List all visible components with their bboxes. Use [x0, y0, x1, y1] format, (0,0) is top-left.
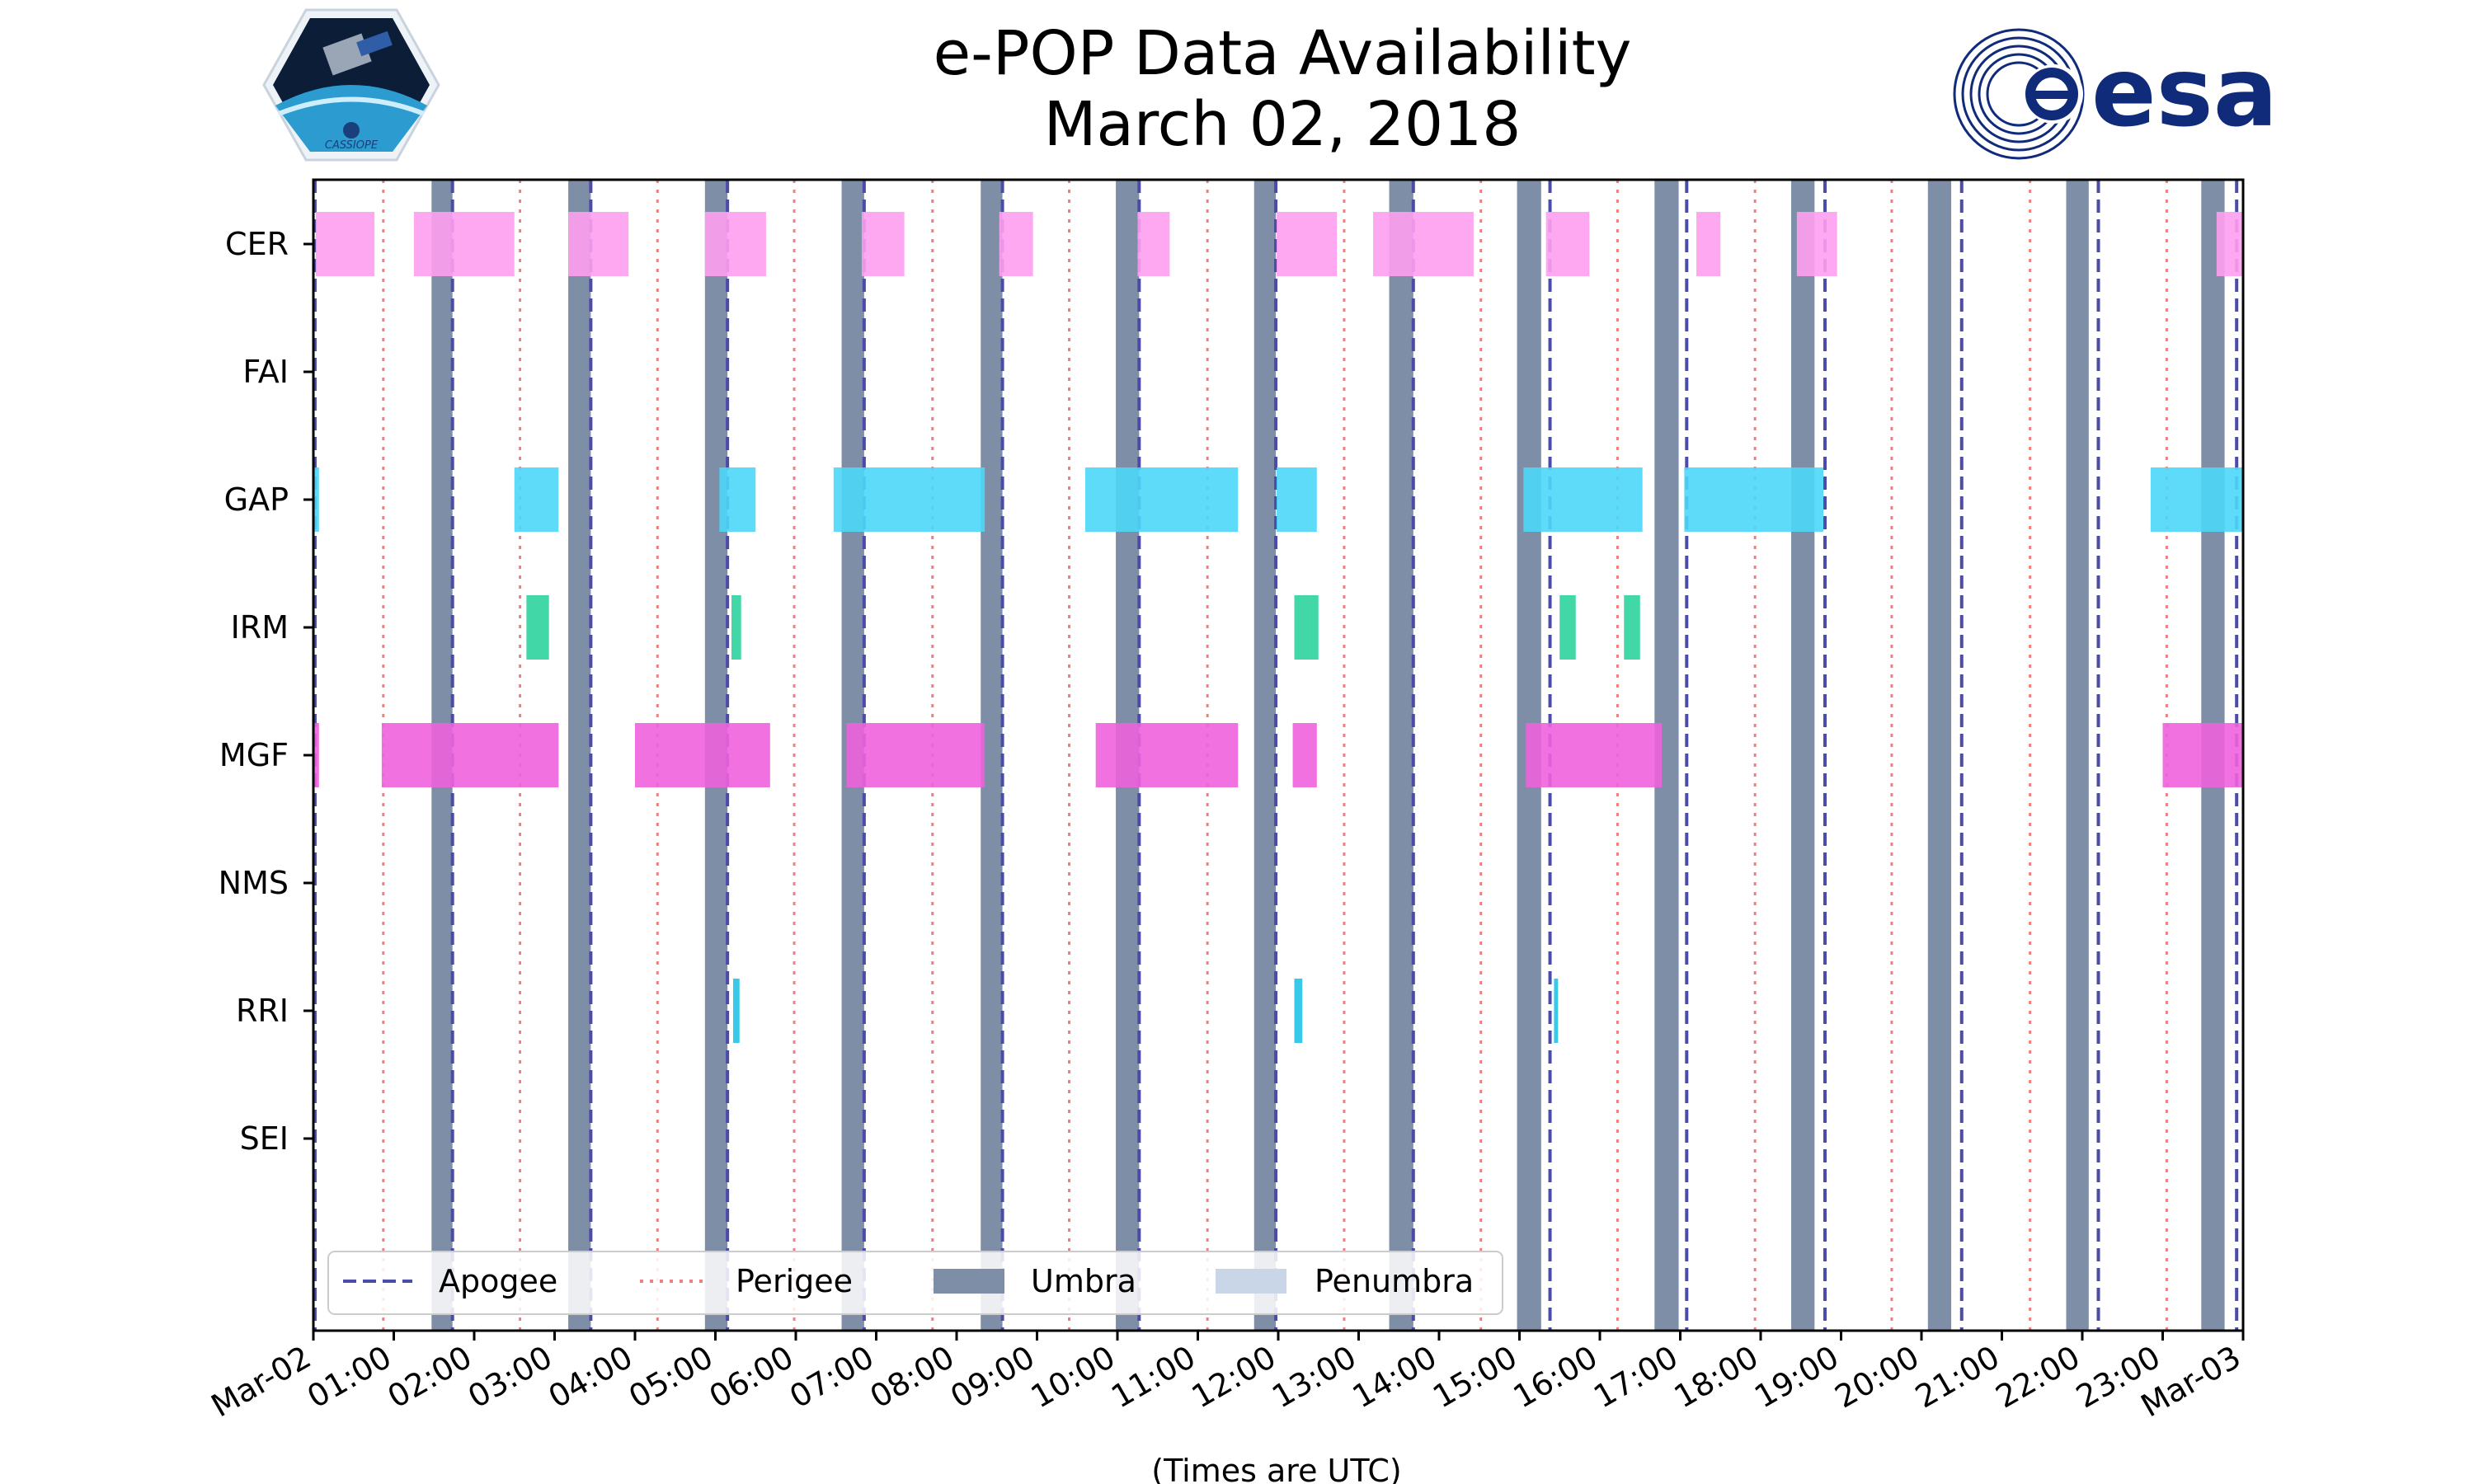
y-tick-label-fai: FAI — [242, 354, 289, 390]
y-tick-label-sei: SEI — [240, 1120, 289, 1157]
legend-penumbra-label: Penumbra — [1315, 1263, 1474, 1299]
legend: Apogee Perigee Umbra Penumbra — [327, 1251, 1503, 1315]
chart-title-line-1: e-POP Data Availability — [933, 18, 1632, 89]
bar-mgf-3 — [846, 723, 985, 787]
legend-apogee-label: Apogee — [439, 1263, 557, 1299]
bar-cer-2 — [568, 212, 629, 276]
bar-cer-7 — [1277, 212, 1338, 276]
x-axis: Mar-0201:0002:0003:0004:0005:0006:0007:0… — [205, 1331, 2247, 1424]
chart-title: e-POP Data Availability March 02, 2018 — [0, 18, 2474, 160]
bar-cer-11 — [1796, 212, 1837, 276]
bar-rri-2 — [1554, 979, 1559, 1043]
x-tick-label-4: 04:00 — [543, 1339, 639, 1416]
esa-logo: esa — [1953, 28, 2278, 160]
bar-mgf-0 — [313, 723, 319, 787]
legend-penumbra-swatch — [1216, 1269, 1286, 1294]
bar-cer-6 — [1137, 212, 1170, 276]
bar-rri-1 — [1294, 979, 1303, 1043]
bar-cer-1 — [413, 212, 515, 276]
umbra-band-1 — [568, 180, 591, 1331]
bar-cer-8 — [1373, 212, 1474, 276]
x-tick-label-6: 06:00 — [703, 1339, 800, 1416]
umbra-band-12 — [2066, 180, 2089, 1331]
bar-cer-10 — [1696, 212, 1721, 276]
bar-mgf-1 — [381, 723, 559, 787]
y-tick-label-cer: CER — [225, 226, 289, 262]
bar-gap-8 — [2150, 467, 2243, 532]
bar-cer-0 — [315, 212, 375, 276]
cassiope-logo-text: CASSIOPE — [325, 139, 379, 152]
x-tick-label-10: 10:00 — [1025, 1339, 1122, 1416]
x-tick-label-16: 16:00 — [1507, 1339, 1604, 1416]
y-tick-label-mgf: MGF — [219, 737, 289, 773]
x-tick-label-20: 20:00 — [1829, 1339, 1926, 1416]
legend-box — [327, 1251, 1503, 1315]
x-tick-label-1: 01:00 — [301, 1339, 397, 1416]
bar-gap-3 — [833, 467, 985, 532]
x-tick-label-0: Mar-02 — [205, 1339, 317, 1425]
y-tick-label-gap: GAP — [224, 481, 289, 518]
y-tick-label-irm: IRM — [231, 609, 289, 646]
x-tick-label-17: 17:00 — [1587, 1339, 1684, 1416]
bar-gap-6 — [1523, 467, 1643, 532]
umbra-band-7 — [1389, 180, 1413, 1331]
x-tick-label-14: 14:00 — [1347, 1339, 1443, 1416]
umbra-band-11 — [1927, 180, 1952, 1331]
bar-cer-5 — [999, 212, 1033, 276]
x-tick-label-3: 03:00 — [462, 1339, 558, 1416]
x-tick-label-8: 08:00 — [864, 1339, 961, 1416]
bar-irm-1 — [731, 595, 741, 660]
x-axis-label: (Times are UTC) — [1151, 1453, 1401, 1484]
umbra-band-6 — [1253, 180, 1277, 1331]
bar-cer-12 — [2216, 212, 2243, 276]
x-tick-label-11: 11:00 — [1105, 1339, 1202, 1416]
bar-mgf-4 — [1095, 723, 1239, 787]
x-tick-label-22: 22:00 — [1990, 1339, 2086, 1416]
y-tick-label-rri: RRI — [236, 993, 289, 1029]
esa-wordmark: esa — [2091, 37, 2278, 148]
bar-cer-4 — [861, 212, 905, 276]
bar-rri-0 — [732, 979, 740, 1043]
legend-perigee-label: Perigee — [736, 1263, 853, 1299]
x-tick-label-15: 15:00 — [1427, 1339, 1523, 1416]
bar-gap-1 — [514, 467, 559, 532]
plot-frame — [312, 178, 2245, 1332]
x-tick-label-19: 19:00 — [1748, 1339, 1845, 1416]
x-tick-label-21: 21:00 — [1909, 1339, 2006, 1416]
legend-umbra-label: Umbra — [1031, 1263, 1136, 1299]
x-tick-label-2: 02:00 — [382, 1339, 478, 1416]
bar-gap-2 — [719, 467, 756, 532]
x-tick-label-9: 09:00 — [944, 1339, 1041, 1416]
y-tick-label-nms: NMS — [219, 865, 289, 901]
bar-gap-0 — [313, 467, 319, 532]
bar-cer-9 — [1545, 212, 1590, 276]
bar-mgf-6 — [1526, 723, 1663, 787]
bar-mgf-2 — [635, 723, 770, 787]
bar-gap-5 — [1277, 467, 1317, 532]
x-tick-label-7: 07:00 — [783, 1339, 880, 1416]
umbra-band-10 — [1791, 180, 1815, 1331]
cassiope-mission-logo: CASSIOPE — [262, 8, 440, 162]
bar-cer-3 — [704, 212, 766, 276]
bar-gap-4 — [1085, 467, 1239, 532]
bar-irm-2 — [1294, 595, 1319, 660]
bar-irm-4 — [1624, 595, 1640, 660]
x-tick-label-12: 12:00 — [1186, 1339, 1282, 1416]
bar-mgf-5 — [1292, 723, 1317, 787]
bar-irm-3 — [1559, 595, 1576, 660]
x-tick-label-13: 13:00 — [1266, 1339, 1362, 1416]
y-axis: CER FAI GAP IRM MGF NMS RRI SEI — [219, 226, 313, 1157]
x-tick-label-18: 18:00 — [1668, 1339, 1765, 1416]
bar-mgf-7 — [2162, 723, 2243, 787]
bar-gap-7 — [1684, 467, 1824, 532]
x-tick-label-5: 05:00 — [623, 1339, 719, 1416]
bar-irm-0 — [526, 595, 549, 660]
availability-bar-layer — [313, 212, 2243, 1043]
chart-title-line-2: March 02, 2018 — [1043, 89, 1522, 160]
legend-umbra-swatch — [934, 1269, 1004, 1294]
